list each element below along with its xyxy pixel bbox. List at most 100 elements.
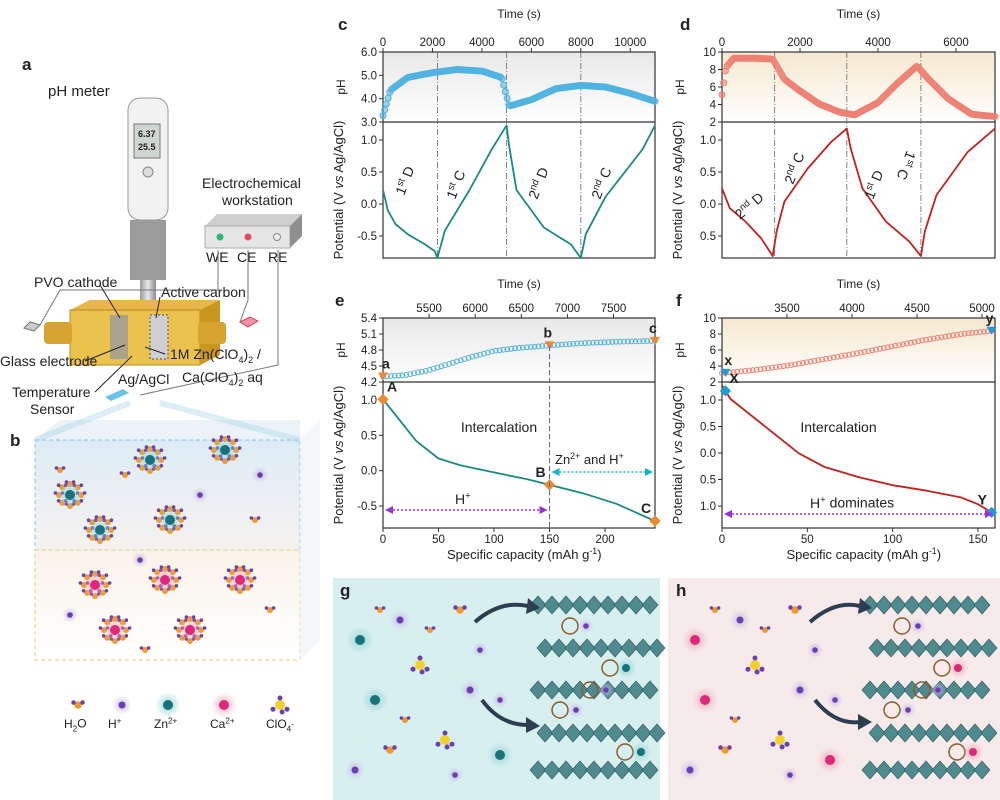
panel-label-f: f	[676, 291, 682, 310]
top-x-tick-label: 6000	[519, 37, 545, 49]
ce-port-icon	[244, 233, 252, 241]
plot-frame	[721, 317, 996, 529]
potential-axis-title: Potential (V vs Ag/AgCl)	[670, 386, 685, 525]
water-h-icon	[264, 606, 269, 610]
top-x-tick-label: 7000	[555, 303, 581, 315]
zn-arrowhead-right	[645, 468, 653, 476]
water-h-icon	[462, 605, 467, 610]
water-h-icon	[79, 483, 84, 488]
arrowhead-upper-h	[858, 598, 872, 614]
ph-data-point	[819, 356, 826, 363]
ph-data-point	[991, 113, 999, 121]
perchlorate-o-icon	[419, 669, 425, 675]
calcium-ion-icon	[969, 748, 977, 756]
water-oxygen-icon	[762, 627, 768, 633]
ph-y-tick-label: 10	[703, 47, 716, 59]
ph-data-point	[597, 339, 604, 346]
ph-data-point	[477, 351, 484, 358]
ce-wire	[239, 250, 249, 323]
ph-data-point	[519, 344, 526, 351]
vo6-octahedron	[648, 723, 666, 743]
zoom-ray-right	[159, 400, 301, 443]
ph-meter-reading-1: 6.37	[138, 129, 156, 139]
water-oxygen-icon	[791, 606, 799, 614]
ph-data-point	[765, 365, 772, 372]
ph-data-point	[554, 341, 561, 348]
water-h-icon	[156, 508, 161, 513]
ph-data-point	[923, 336, 930, 343]
cycle-annotation: 2nd C	[781, 150, 808, 186]
carbon-leader	[155, 296, 161, 319]
ph-data-point	[811, 357, 818, 364]
potential-y-tick-label: 1.0	[700, 501, 716, 513]
water-h-icon	[182, 516, 187, 520]
panel-label-d: d	[680, 15, 690, 34]
perchlorate-o-icon	[444, 744, 450, 750]
vo6-octahedron	[641, 595, 659, 615]
potential-y-tick-label: -0.5	[357, 231, 377, 243]
ph-y-tick-label: 2	[710, 377, 716, 389]
ph-data-point	[395, 372, 402, 379]
water-h-icon	[146, 646, 151, 650]
zinc-ion-icon	[370, 695, 380, 705]
water-h-icon	[83, 526, 88, 530]
ph-meter-button	[142, 166, 154, 178]
bottom-x-tick-label: 0	[380, 534, 386, 546]
water-h-icon	[71, 700, 76, 705]
ph-data-point	[877, 345, 883, 352]
proton-icon	[787, 772, 793, 778]
electrolyte-label-2: Ca(ClO4)2 aq	[182, 369, 263, 388]
ph-data-point	[632, 338, 639, 345]
ph-data-point	[838, 353, 845, 359]
bottom-x-tick-label: 50	[801, 534, 814, 546]
ph-data-point	[742, 368, 749, 374]
perchlorate-o-icon	[410, 666, 416, 672]
top-x-tick-label: 3500	[774, 303, 800, 315]
ph-data-point	[465, 354, 472, 361]
top-x-tick-label: 4000	[839, 303, 865, 315]
water-h-icon	[159, 448, 164, 453]
ph-y-tick-label: 8	[710, 65, 716, 77]
ph-data-point	[861, 348, 868, 355]
zn-solution-ions	[345, 605, 513, 783]
panel-c: c 0 2000 4000 6000 8000 10000 Time (s) 3.0 4.0 5.…	[331, 7, 659, 259]
bottom-x-tick-label: 200	[595, 534, 614, 546]
ph-data-point	[379, 112, 387, 120]
ph-data-point	[586, 339, 592, 346]
h-arrowhead-left	[385, 506, 393, 514]
ph-axis-title: pH	[673, 79, 687, 94]
h-dom-arrowhead-right	[985, 510, 993, 518]
top-x-tick-label: 7500	[601, 303, 627, 315]
we-wire	[39, 250, 219, 326]
ph-data-point	[384, 94, 392, 102]
ph-marker-label: a	[382, 356, 390, 372]
ph-data-point	[624, 338, 631, 345]
ph-data-point	[539, 343, 546, 349]
pvo-lattice-zn	[529, 595, 666, 780]
ph-data-point	[442, 362, 449, 368]
ph-data-point	[957, 331, 964, 338]
ph-data-point	[558, 341, 565, 348]
ph-data-point	[900, 341, 906, 348]
proton-icon	[796, 686, 804, 694]
ph-data-point	[574, 340, 581, 347]
vo6-octahedron	[980, 638, 998, 658]
ph-data-point	[382, 100, 390, 108]
water-h-icon	[133, 456, 138, 460]
re-wire	[139, 250, 279, 396]
pvo-cathode-label: PVO cathode	[34, 274, 117, 290]
ph-data-point	[773, 364, 779, 371]
ph-y-tick-label: 6	[710, 345, 716, 357]
ph-data-point	[746, 367, 752, 374]
ph-data-point	[780, 363, 787, 369]
water-h-icon	[107, 581, 112, 585]
panel-b: b	[10, 400, 320, 661]
ph-data-point	[853, 350, 860, 357]
ph-axis-title: pH	[334, 342, 348, 357]
top-x-tick-label: 6500	[509, 303, 535, 315]
proton-icon	[477, 647, 483, 653]
ph-data-point	[446, 360, 452, 367]
ph-y-tick-label: 6	[710, 82, 716, 94]
ph-axis-title: pH	[334, 79, 348, 94]
water-h-icon	[729, 716, 734, 720]
